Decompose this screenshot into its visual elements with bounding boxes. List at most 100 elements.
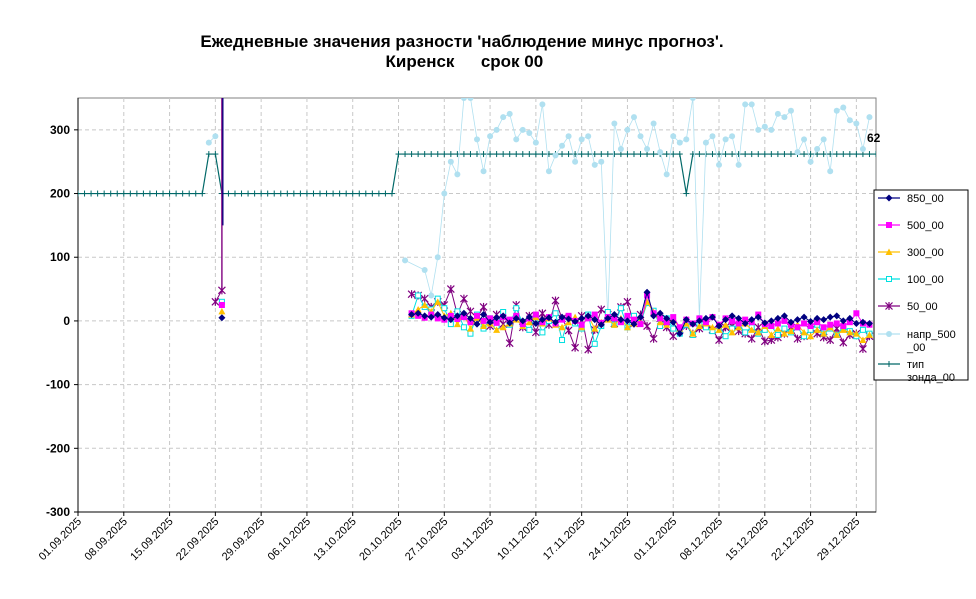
- data-point: [532, 151, 539, 158]
- data-point: [395, 151, 402, 158]
- data-point: [794, 149, 801, 156]
- data-point: [722, 136, 729, 143]
- data-point: [800, 328, 808, 336]
- data-point: [774, 110, 781, 117]
- data-point: [245, 190, 252, 197]
- data-point: [460, 98, 467, 101]
- data-point: [754, 313, 762, 321]
- legend-label: тип: [907, 359, 924, 371]
- legend-marker: [886, 222, 892, 228]
- data-point: [689, 320, 697, 328]
- data-point: [807, 318, 815, 326]
- data-point: [467, 98, 474, 101]
- data-point: [297, 190, 304, 197]
- data-point: [146, 190, 153, 197]
- data-point: [630, 114, 637, 121]
- data-point: [558, 313, 566, 321]
- data-point: [453, 320, 461, 328]
- data-point: [833, 151, 840, 158]
- data-point: [499, 323, 507, 331]
- data-point: [545, 168, 552, 175]
- data-point: [453, 312, 461, 320]
- data-point: [434, 151, 441, 158]
- data-point: [670, 133, 677, 140]
- data-point: [801, 320, 808, 327]
- data-point: [493, 151, 500, 158]
- data-point: [217, 286, 226, 295]
- data-point: [623, 323, 631, 331]
- data-point: [755, 126, 762, 133]
- data-point: [538, 316, 546, 324]
- data-point: [846, 319, 853, 326]
- data-point: [532, 311, 539, 318]
- data-point: [787, 318, 795, 326]
- data-point: [820, 330, 828, 337]
- data-point: [505, 339, 514, 348]
- data-point: [683, 136, 690, 143]
- data-point: [859, 326, 866, 333]
- data-point: [852, 330, 860, 337]
- legend-label: 300_00: [907, 247, 944, 259]
- data-point: [408, 151, 415, 158]
- data-point: [650, 151, 657, 158]
- data-point: [623, 297, 632, 306]
- data-point: [519, 126, 526, 133]
- data-point: [474, 136, 480, 143]
- data-point: [689, 330, 697, 337]
- data-point: [597, 305, 606, 314]
- data-point: [467, 319, 474, 326]
- data-point: [774, 314, 782, 322]
- data-point: [441, 151, 448, 158]
- legend-marker: [886, 361, 892, 367]
- data-point: [539, 151, 546, 158]
- y-tick-label: 300: [50, 123, 70, 137]
- data-point: [650, 120, 657, 127]
- legend-marker: [885, 248, 893, 255]
- data-point: [474, 151, 480, 158]
- data-point: [578, 321, 585, 328]
- data-point: [441, 190, 448, 197]
- data-point: [709, 151, 716, 158]
- data-point: [716, 151, 723, 158]
- data-point: [447, 316, 455, 324]
- data-point: [225, 190, 232, 197]
- data-point: [702, 319, 709, 326]
- data-point: [669, 332, 678, 341]
- data-point: [807, 323, 814, 330]
- legend-label: 850_00: [907, 193, 944, 205]
- data-point: [369, 190, 376, 197]
- data-point: [858, 344, 867, 353]
- data-point: [695, 322, 703, 330]
- data-point: [650, 312, 658, 320]
- data-point: [794, 316, 802, 324]
- data-point: [513, 151, 520, 158]
- legend-box: [873, 189, 969, 381]
- data-point: [853, 310, 860, 317]
- data-point: [585, 151, 592, 158]
- data-point: [78, 190, 81, 197]
- data-point: [166, 190, 173, 197]
- x-tick-label: 13.10.2025: [311, 516, 358, 563]
- data-point: [526, 130, 533, 137]
- legend-marker: [885, 194, 893, 202]
- series-line: [404, 98, 870, 318]
- data-point: [559, 337, 566, 344]
- data-point: [663, 171, 670, 178]
- x-tick-label: 08.12.2025: [678, 516, 725, 563]
- data-point: [768, 323, 775, 330]
- data-point: [630, 151, 637, 158]
- data-point: [258, 190, 265, 197]
- data-point: [467, 151, 474, 158]
- data-point: [421, 301, 429, 308]
- data-point: [317, 190, 324, 197]
- data-point: [388, 190, 395, 197]
- data-point: [532, 139, 539, 146]
- data-point: [728, 312, 736, 320]
- data-point: [781, 317, 788, 324]
- data-point: [663, 319, 670, 326]
- data-point: [716, 161, 723, 168]
- data-point: [702, 314, 710, 322]
- data-point: [767, 317, 775, 325]
- data-point: [572, 158, 579, 165]
- data-point: [676, 330, 684, 338]
